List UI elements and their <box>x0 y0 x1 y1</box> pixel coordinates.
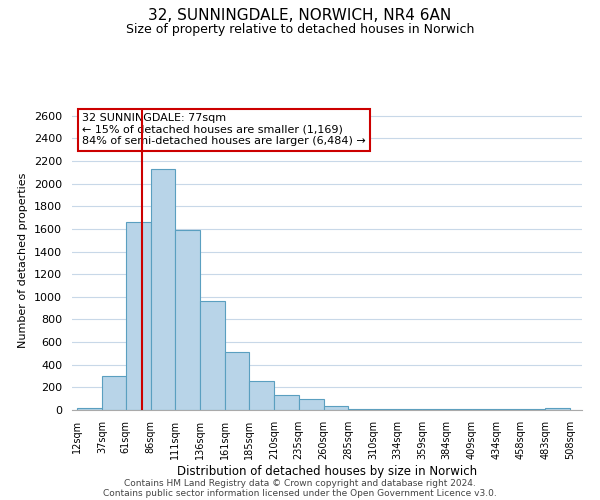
Bar <box>545 408 570 410</box>
Y-axis label: Number of detached properties: Number of detached properties <box>19 172 28 348</box>
Bar <box>249 381 274 410</box>
Text: Size of property relative to detached houses in Norwich: Size of property relative to detached ho… <box>126 22 474 36</box>
Bar <box>373 409 397 410</box>
X-axis label: Distribution of detached houses by size in Norwich: Distribution of detached houses by size … <box>177 464 477 477</box>
Bar <box>200 302 225 410</box>
Text: Contains HM Land Registry data © Crown copyright and database right 2024.: Contains HM Land Registry data © Crown c… <box>124 478 476 488</box>
Bar <box>225 352 249 410</box>
Bar <box>102 376 125 410</box>
Text: 32 SUNNINGDALE: 77sqm
← 15% of detached houses are smaller (1,169)
84% of semi-d: 32 SUNNINGDALE: 77sqm ← 15% of detached … <box>82 113 366 146</box>
Bar <box>151 169 175 410</box>
Text: 32, SUNNINGDALE, NORWICH, NR4 6AN: 32, SUNNINGDALE, NORWICH, NR4 6AN <box>148 8 452 22</box>
Bar <box>125 222 151 410</box>
Bar <box>349 409 373 410</box>
Text: Contains public sector information licensed under the Open Government Licence v3: Contains public sector information licen… <box>103 488 497 498</box>
Bar <box>175 230 200 410</box>
Bar <box>77 408 102 410</box>
Bar <box>323 406 349 410</box>
Bar <box>299 398 323 410</box>
Bar <box>274 396 299 410</box>
